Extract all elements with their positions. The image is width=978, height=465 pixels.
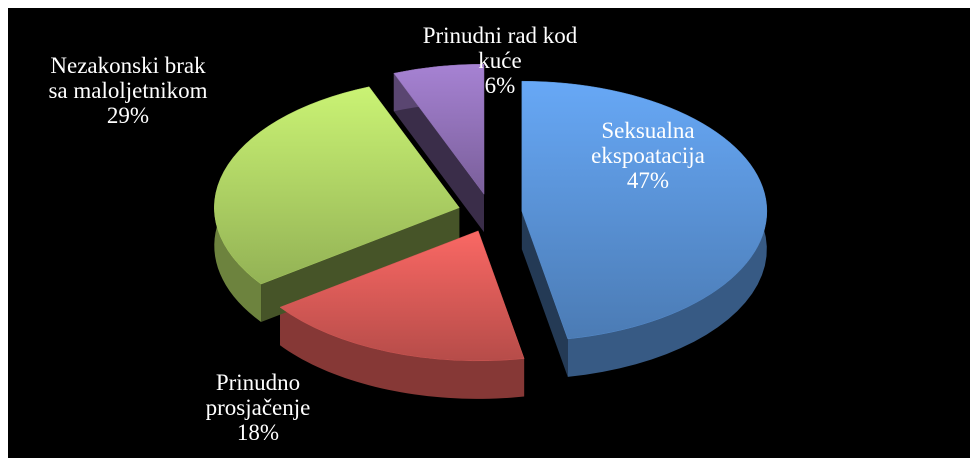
slice-side [521, 211, 568, 377]
category-name: Nezakonski brak sa maloljetnikom [48, 53, 208, 103]
category-name: Prinudno prosjačenje [205, 370, 311, 420]
value-label: 6% [484, 73, 516, 98]
value-label: 47% [626, 168, 670, 193]
chart [214, 63, 768, 399]
value-label: 29% [106, 103, 150, 128]
data-label: Prinudno prosjačenje 18% [173, 370, 343, 445]
chart-area: Seksualna ekspoatacija 47% Prinudno prosja… [8, 8, 970, 458]
slice [521, 80, 768, 340]
slice [393, 63, 485, 195]
data-label: Nezakonski brak sa maloljetnikom 29% [38, 53, 218, 128]
slice [279, 230, 525, 362]
value-label: 18% [236, 420, 280, 445]
slice [214, 86, 460, 285]
category-name: Seksualna ekspoatacija [591, 118, 705, 168]
slice-side [261, 207, 460, 323]
data-label: Prinudni rad kod kuće 6% [400, 23, 600, 98]
category-name: Prinudni rad kod kuće [422, 23, 578, 73]
data-label: Seksualna ekspoatacija 47% [563, 118, 733, 193]
slice-wall [280, 307, 525, 399]
slice-side [393, 73, 485, 233]
